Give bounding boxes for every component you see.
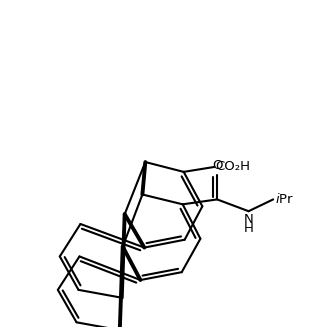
Text: CO₂H: CO₂H: [215, 160, 250, 174]
Text: N: N: [244, 213, 253, 226]
Text: O: O: [212, 159, 222, 172]
Text: $i$Pr: $i$Pr: [275, 192, 294, 206]
Text: H: H: [244, 222, 253, 235]
